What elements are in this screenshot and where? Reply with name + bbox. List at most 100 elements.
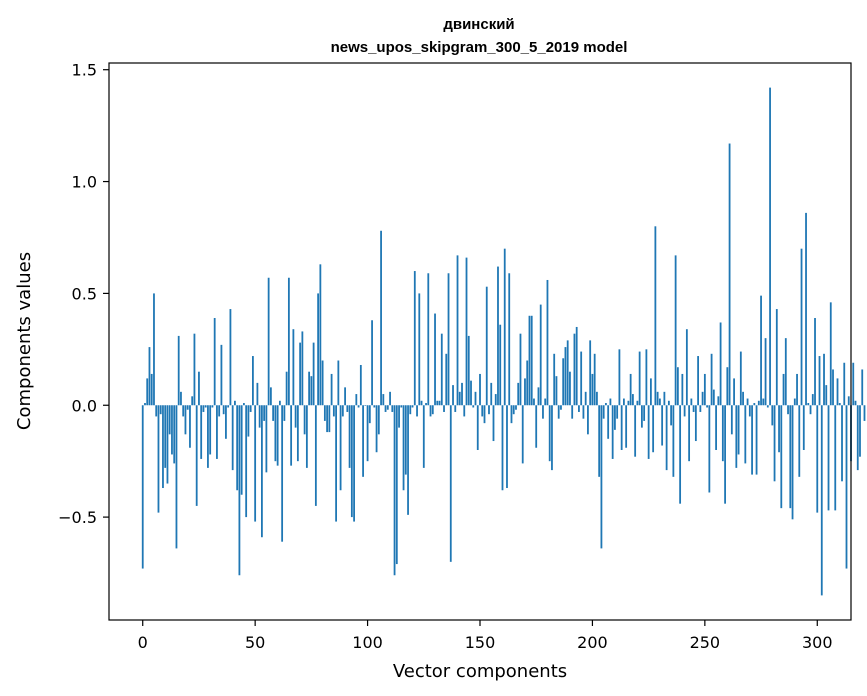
bar-312 — [843, 362, 846, 406]
bar-321 — [863, 405, 866, 421]
bar-168 — [519, 333, 522, 406]
bar-297 — [809, 405, 812, 415]
bar-209 — [611, 405, 614, 459]
bar-182 — [551, 405, 553, 471]
bar-173 — [530, 315, 533, 406]
bar-227 — [652, 405, 655, 453]
bar-125 — [422, 405, 425, 468]
bar-8 — [159, 405, 162, 415]
bar-281 — [773, 405, 776, 482]
bar-16 — [177, 335, 180, 406]
bar-275 — [760, 295, 762, 406]
bar-286 — [784, 338, 787, 406]
bar-288 — [789, 405, 792, 509]
bar-75 — [310, 376, 313, 406]
bar-236 — [672, 405, 675, 477]
bar-220 — [636, 400, 639, 406]
bar-110 — [389, 391, 391, 406]
bar-165 — [512, 405, 515, 415]
bar-152 — [483, 405, 486, 424]
x-tick-label-0: 0 — [138, 633, 148, 652]
bar-136 — [447, 273, 450, 406]
x-tick-label-100: 100 — [352, 633, 383, 652]
bar-5 — [153, 293, 155, 406]
bar-65 — [287, 277, 290, 406]
bar-188 — [564, 347, 567, 406]
bar-17 — [180, 391, 182, 406]
bar-127 — [427, 273, 430, 406]
bar-157 — [494, 394, 497, 406]
bar-253 — [710, 353, 713, 406]
x-axis-ticks: 0 50 100 150 200 250 300 — [138, 620, 833, 652]
bar-108 — [384, 405, 387, 412]
bar-287 — [787, 405, 789, 415]
bar-102 — [371, 320, 373, 406]
bar-147 — [472, 405, 475, 408]
bars-group — [141, 87, 866, 596]
bar-73 — [305, 405, 308, 468]
x-axis-label: Vector components — [393, 661, 567, 682]
bar-101 — [368, 405, 371, 424]
bar-1 — [144, 403, 146, 406]
bar-234 — [667, 400, 670, 406]
y-tick-label-2: 0.5 — [72, 284, 97, 303]
bar-99 — [364, 405, 367, 406]
bar-277 — [764, 338, 767, 406]
bar-216 — [627, 400, 630, 406]
bar-273 — [755, 405, 758, 475]
bar-148 — [474, 391, 477, 406]
bar-305 — [827, 405, 830, 511]
bar-163 — [508, 273, 511, 406]
bar-252 — [708, 405, 711, 493]
bar-3 — [148, 347, 151, 406]
bar-39 — [229, 309, 232, 406]
bar-167 — [517, 382, 520, 406]
bar-279 — [769, 87, 771, 406]
bar-256 — [717, 396, 720, 406]
bar-215 — [625, 405, 628, 448]
bar-51 — [256, 382, 259, 406]
bar-117 — [404, 405, 407, 475]
bar-41 — [234, 400, 236, 406]
bar-91 — [346, 405, 349, 412]
chart-title-line2: news_upos_skipgram_300_5_2019 model — [331, 39, 628, 56]
bar-14 — [173, 405, 176, 464]
bar-283 — [778, 405, 780, 453]
bar-151 — [481, 405, 484, 417]
bar-107 — [382, 394, 385, 406]
bar-178 — [542, 405, 544, 419]
bar-175 — [535, 405, 538, 448]
bar-53 — [261, 405, 263, 538]
bar-61 — [278, 400, 281, 406]
bar-203 — [598, 405, 601, 477]
bar-264 — [735, 405, 738, 468]
bar-49 — [252, 356, 254, 406]
x-tick-label-250: 250 — [690, 633, 721, 652]
bar-166 — [515, 405, 517, 410]
bar-206 — [605, 403, 607, 406]
bar-239 — [679, 405, 682, 504]
bar-298 — [811, 394, 814, 406]
bar-141 — [458, 391, 461, 406]
bar-272 — [753, 403, 756, 406]
bar-303 — [823, 353, 825, 406]
bar-196 — [582, 405, 585, 419]
bar-74 — [308, 371, 311, 406]
bar-115 — [400, 405, 403, 408]
bar-93 — [350, 405, 353, 518]
bar-88 — [339, 405, 342, 491]
bar-226 — [649, 378, 652, 406]
y-tick-label-0: −0.5 — [58, 508, 97, 527]
bar-142 — [461, 382, 463, 406]
bar-121 — [413, 271, 416, 406]
bar-223 — [643, 405, 646, 421]
bar-77 — [314, 405, 317, 506]
bar-33 — [216, 405, 218, 459]
bar-114 — [398, 405, 400, 428]
bar-47 — [247, 405, 250, 437]
x-tick-label-50: 50 — [245, 633, 265, 652]
bar-100 — [366, 405, 369, 462]
bar-9 — [162, 405, 164, 489]
y-tick-label-4: 1.5 — [72, 61, 97, 80]
bar-146 — [470, 380, 472, 406]
